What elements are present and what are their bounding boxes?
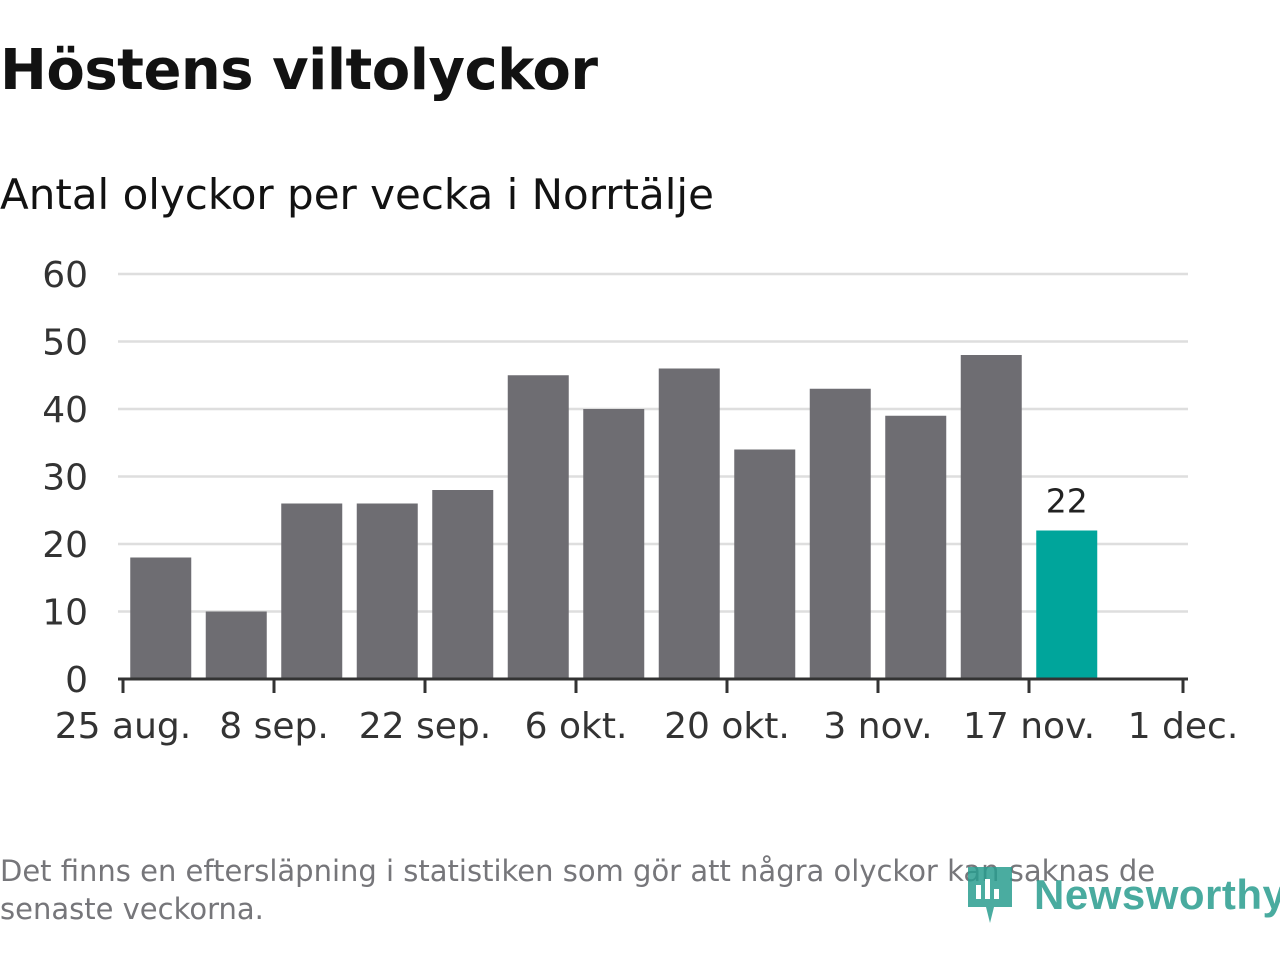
bar [960, 355, 1022, 679]
y-tick-label: 40 [42, 390, 88, 431]
y-tick-label: 60 [42, 255, 88, 296]
bar [356, 503, 418, 679]
x-tick-label: 8 sep. [219, 706, 329, 747]
data-labels: 22 [1046, 482, 1088, 521]
chart-title: Höstens viltolyckor [0, 38, 598, 103]
bar [583, 409, 645, 679]
x-tick-label: 1 dec. [1128, 706, 1239, 747]
y-tick-label: 20 [42, 525, 88, 566]
y-axis-labels: 0 10 20 30 40 50 60 [42, 255, 88, 701]
y-tick-label: 0 [65, 660, 88, 701]
bar [1036, 530, 1098, 679]
newsworthy-logo: Newsworthy [964, 862, 1280, 928]
y-tick-label: 10 [42, 593, 88, 634]
bar [281, 503, 343, 679]
bar [130, 557, 192, 679]
bar [205, 611, 267, 679]
brand-name: Newsworthy [1034, 871, 1280, 918]
x-tick-label: 6 okt. [525, 706, 628, 747]
chart-subtitle: Antal olyckor per vecka i Norrtälje [0, 170, 714, 219]
bar [658, 368, 720, 679]
bar [432, 490, 494, 679]
x-tick-label: 20 okt. [664, 706, 790, 747]
x-tick-label: 25 aug. [55, 706, 191, 747]
bar [507, 375, 569, 679]
x-tick-label: 17 nov. [963, 706, 1095, 747]
bar [734, 449, 796, 679]
bar-chart: 0 10 20 30 40 50 60 22 25 aug. 8 sep. 22 sep. 6 o… [42, 255, 1239, 747]
bars [130, 355, 1098, 679]
x-tick-label: 3 nov. [823, 706, 932, 747]
newsworthy-logo-icon [968, 867, 1012, 923]
bar [809, 388, 871, 679]
data-label: 22 [1046, 482, 1088, 521]
y-tick-label: 30 [42, 458, 88, 499]
y-tick-label: 50 [42, 323, 88, 364]
x-axis: 25 aug. 8 sep. 22 sep. 6 okt. 20 okt. 3 nov. 1… [55, 677, 1239, 747]
bar [885, 415, 947, 679]
x-tick-label: 22 sep. [359, 706, 491, 747]
gridlines [118, 272, 1188, 613]
footnote: Det finns en eftersläpning i statistiken… [0, 854, 1156, 926]
